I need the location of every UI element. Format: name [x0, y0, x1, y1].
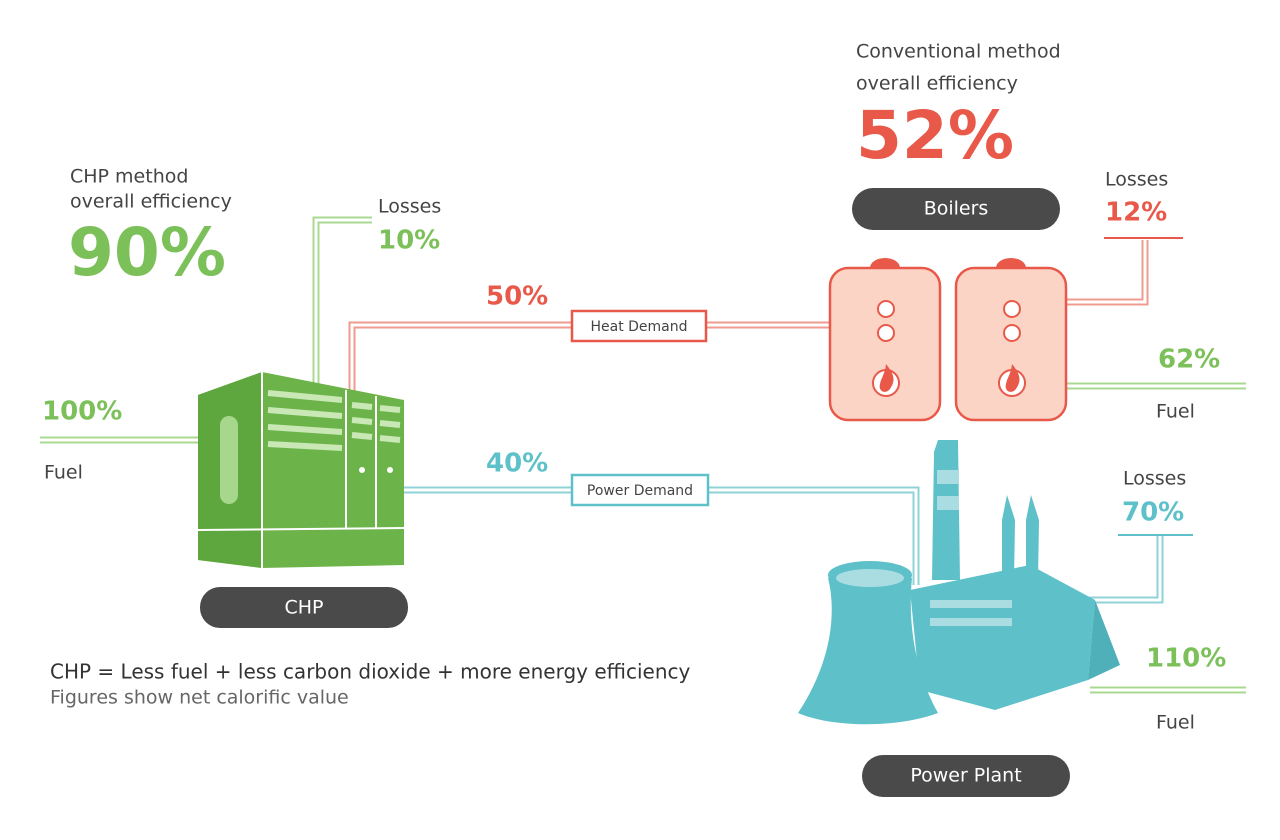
power-label: Power Demand	[587, 483, 693, 499]
chp-unit	[197, 372, 405, 568]
chp-pill	[200, 587, 408, 628]
losses-value: 12%	[1105, 198, 1167, 228]
plant-label: Power Plant	[910, 765, 1021, 787]
power-value: 40%	[486, 449, 548, 479]
fuel-value: 110%	[1146, 644, 1226, 674]
heat-box	[570, 309, 708, 343]
conv-heading: overall efficiency	[856, 73, 1018, 95]
losses-label: Losses	[378, 196, 441, 218]
footer-line: Figures show net calorific value	[50, 687, 349, 709]
conv-efficiency: 52%	[856, 97, 1014, 174]
chp-heading: overall efficiency	[70, 191, 232, 213]
boilers-label: Boilers	[924, 198, 989, 220]
conv-heading: Conventional method	[856, 41, 1061, 63]
footer-line: CHP = Less fuel + less carbon dioxide + …	[50, 660, 690, 684]
boilers-icon	[828, 258, 1068, 422]
plant-pill	[862, 755, 1070, 797]
losses-label: Losses	[1123, 468, 1186, 490]
power-box	[570, 473, 710, 507]
fuel-value: 100%	[42, 397, 122, 427]
losses-label: Losses	[1105, 169, 1168, 191]
losses-value: 70%	[1122, 498, 1184, 528]
losses-value: 10%	[378, 226, 440, 256]
fuel-value: 62%	[1158, 345, 1220, 375]
chp-heading: CHP method	[70, 166, 188, 188]
power-plant-icon	[798, 440, 1120, 725]
fuel-label: Fuel	[1156, 401, 1195, 423]
boilers-pill	[852, 188, 1060, 230]
chp-label: CHP	[284, 597, 323, 619]
fuel-label: Fuel	[1156, 712, 1195, 734]
heat-value: 50%	[486, 282, 548, 312]
chp-efficiency: 90%	[68, 214, 226, 291]
heat-label: Heat Demand	[590, 319, 687, 335]
fuel-label: Fuel	[44, 462, 83, 484]
